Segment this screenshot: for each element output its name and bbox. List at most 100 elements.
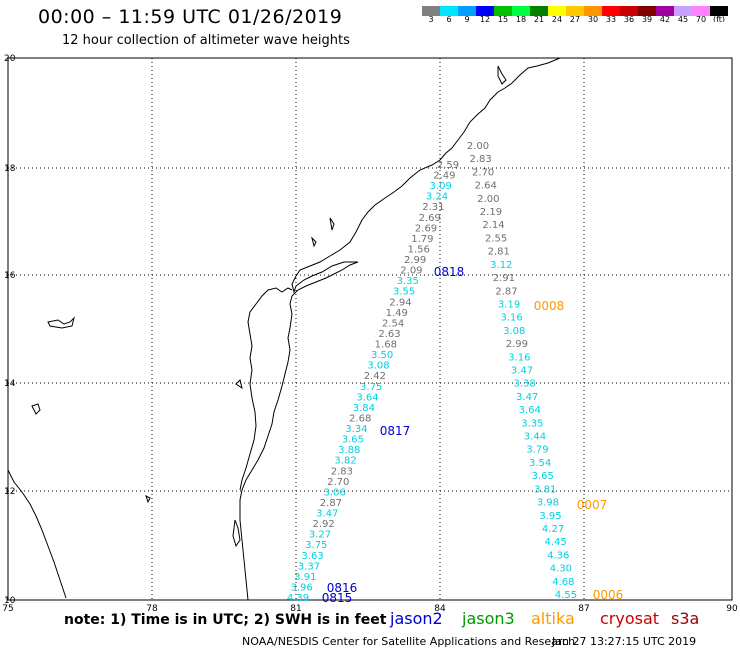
wave-height-label: 2.99 [506, 339, 528, 350]
wave-height-label: 3.08 [367, 361, 389, 372]
colorbar-swatch [710, 6, 728, 16]
colorbar-label: 39 [642, 15, 652, 22]
wave-height-label: 2.14 [482, 220, 504, 231]
colorbar-swatch [566, 6, 584, 16]
wave-height-label: 2.83 [331, 466, 353, 477]
wave-height-label: 3.44 [524, 432, 546, 443]
wave-height-label: 2.87 [495, 286, 517, 297]
wave-height-label: 2.70 [327, 477, 349, 488]
wave-height-label: 2.49 [433, 171, 455, 182]
island-4 [329, 217, 335, 231]
wave-height-label: 2.87 [320, 498, 342, 509]
wave-height-label: 3.82 [334, 456, 356, 467]
colorbar-label: 21 [534, 15, 544, 22]
colorbar-label: 42 [660, 15, 670, 22]
map-subtitle: 12 hour collection of altimeter wave hei… [62, 33, 350, 48]
colorbar-swatch [494, 6, 512, 16]
wave-height-label: 3.96 [291, 582, 313, 593]
wave-height-label: 2.00 [477, 194, 499, 205]
wave-height-label: 2.19 [480, 207, 502, 218]
wave-height-label: 3.63 [302, 551, 324, 562]
wave-height-label: 3.34 [345, 424, 367, 435]
island-2 [31, 403, 41, 415]
wave-height-label: 3.65 [532, 471, 554, 482]
colorbar-swatch [548, 6, 566, 16]
colorbar-swatch [656, 6, 674, 16]
wave-height-label: 2.00 [467, 141, 489, 152]
wave-height-label: 3.64 [356, 392, 378, 403]
lat-tick-label: 12 [4, 487, 15, 497]
wave-height-label: 3.27 [309, 530, 331, 541]
wave-height-label: 3.95 [539, 511, 561, 522]
wave-height-colorbar: 3 6 9 12 15 18 21 24 27 30 33 36 39 42 45 70 (ft) [422, 6, 728, 22]
colorbar-label: 18 [516, 15, 526, 22]
wave-height-label: 2.42 [364, 371, 386, 382]
wave-height-label: 3.35 [521, 418, 543, 429]
wave-height-label: 3.55 [393, 287, 415, 298]
wave-height-label: 2.31 [422, 202, 444, 213]
legend-jason3: jason3 [462, 609, 515, 628]
island-1 [47, 316, 75, 329]
island-3 [235, 379, 243, 390]
lake-outline [232, 519, 241, 548]
island-6 [145, 495, 151, 504]
colorbar-label: 30 [588, 15, 598, 22]
legend-s3a: s3a [671, 609, 700, 628]
map-title: 00:00 – 11:59 UTC 01/26/2019 [38, 6, 343, 28]
lon-tick-label: 90 [726, 604, 738, 614]
wave-height-label: 3.19 [498, 299, 520, 310]
colorbar-label: 9 [464, 15, 469, 22]
wave-height-label: 2.68 [349, 413, 371, 424]
colorbar-swatch [476, 6, 494, 16]
colorbar-swatch [638, 6, 656, 16]
lat-tick-label: 18 [4, 164, 16, 174]
lat-tick-label: 14 [4, 379, 16, 389]
pass-time-label: 0817 [380, 424, 411, 438]
wave-height-label: 2.69 [419, 213, 441, 224]
colorbar-label: 45 [678, 15, 688, 22]
wave-height-label: 4.36 [547, 550, 569, 561]
colorbar-label: 12 [480, 15, 490, 22]
pass-time-label: 0816 [327, 581, 358, 595]
wave-height-label: 4.27 [542, 524, 564, 535]
wave-height-label: 3.98 [537, 498, 559, 509]
wave-height-label: 3.50 [371, 350, 393, 361]
colorbar-label: 33 [606, 15, 616, 22]
lon-tick-label: 78 [146, 604, 158, 614]
legend-jason2: jason2 [390, 609, 443, 628]
wave-height-label: 3.38 [513, 379, 535, 390]
lat-tick-label: 16 [4, 271, 16, 281]
credit-line: NOAA/NESDIS Center for Satellite Applica… [242, 635, 576, 648]
wave-height-label: 3.24 [426, 192, 448, 203]
lon-tick-label: 87 [578, 604, 589, 614]
wave-height-label: 3.65 [342, 435, 364, 446]
wave-height-label: 2.59 [437, 160, 459, 171]
wave-height-label: 1.79 [411, 234, 433, 245]
wave-height-label: 3.16 [501, 313, 523, 324]
pass-time-label: 0818 [434, 265, 465, 279]
wave-height-label: 1.68 [375, 340, 397, 351]
panama-coast [7, 469, 67, 599]
lon-tick-label: 81 [290, 604, 301, 614]
wave-height-label: 2.70 [472, 167, 494, 178]
generation-timestamp: Jan 27 13:27:15 UTC 2019 [552, 635, 697, 648]
wave-height-label: 3.79 [526, 445, 548, 456]
colorbar-swatch [620, 6, 638, 16]
wave-height-label: 3.91 [294, 572, 316, 583]
colorbar-label: 3 [428, 15, 433, 22]
wave-height-label: 3.75 [360, 382, 382, 393]
pass-time-label: 0815 [322, 591, 353, 605]
colorbar-swatch [530, 6, 548, 16]
pass-time-label: 0006 [593, 588, 624, 602]
pass-time-label: 0008 [534, 299, 565, 313]
legend-altika: altika [531, 609, 575, 628]
map-grid: 75 78 81 84 87 90 10 12 14 16 18 20 [2, 54, 738, 614]
mainland-coastline [239, 57, 561, 601]
wave-height-label: 3.35 [397, 276, 419, 287]
map-frame [7, 57, 733, 601]
colorbar-swatch [512, 6, 530, 16]
wave-height-label: 4.45 [545, 537, 567, 548]
wave-height-label: 3.06 [323, 487, 345, 498]
